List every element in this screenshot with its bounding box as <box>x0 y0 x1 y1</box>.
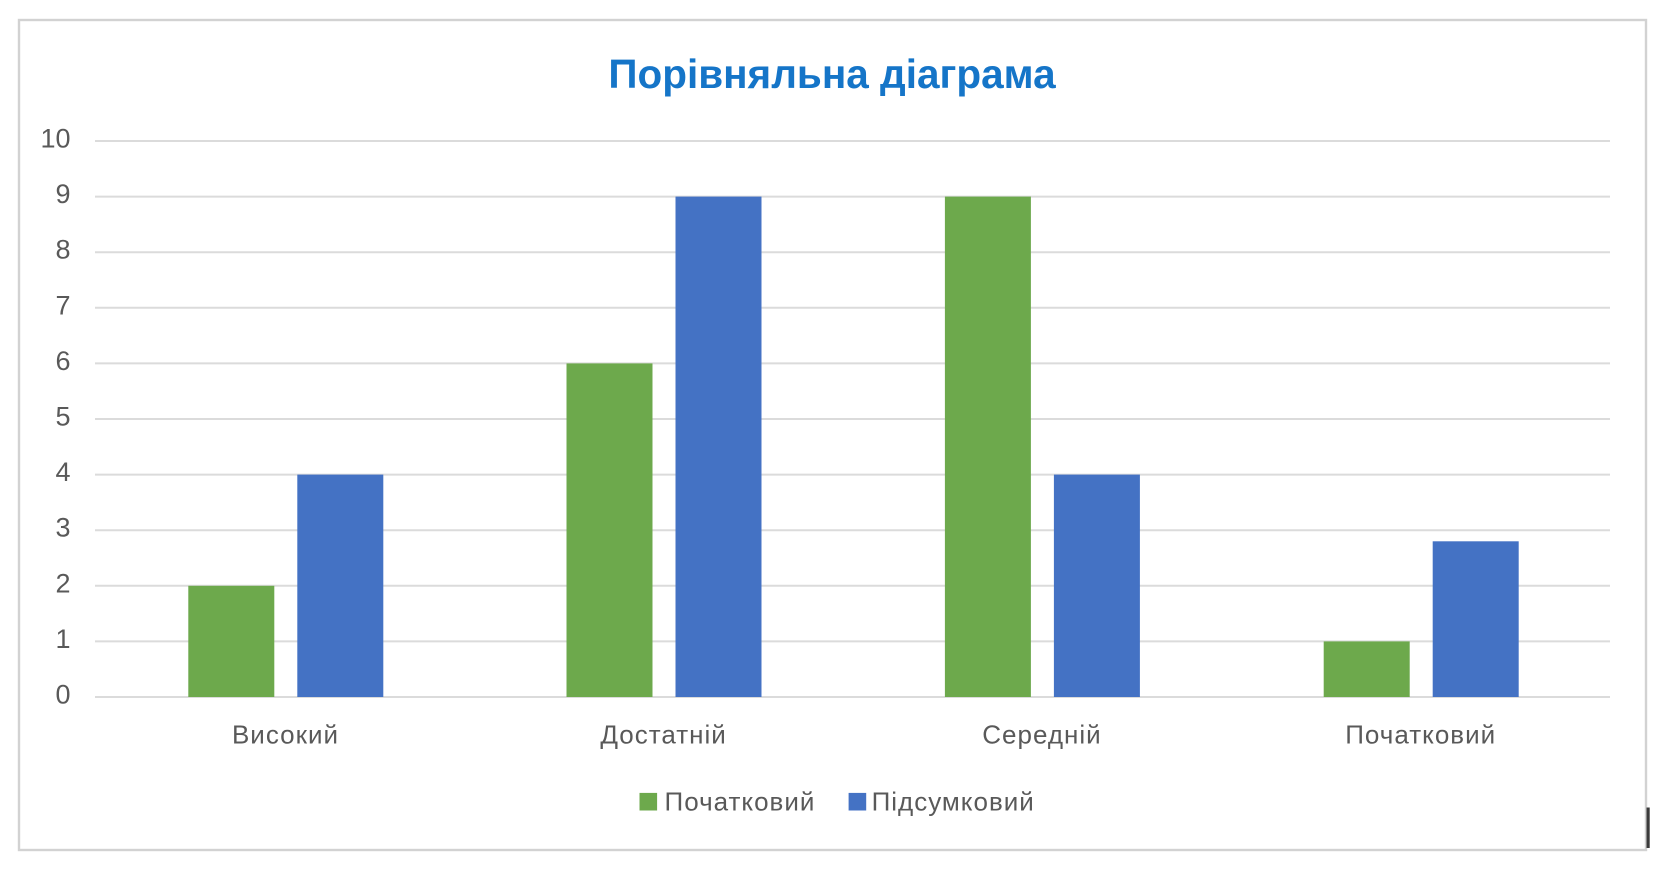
svg-text:7: 7 <box>55 290 70 320</box>
svg-text:10: 10 <box>40 124 70 154</box>
svg-text:Достатній: Достатній <box>600 720 726 750</box>
svg-text:Підсумковий: Підсумковий <box>872 787 1035 817</box>
svg-text:6: 6 <box>55 346 70 376</box>
svg-text:5: 5 <box>55 402 70 432</box>
svg-text:4: 4 <box>55 457 70 487</box>
svg-text:1: 1 <box>55 624 70 654</box>
svg-text:2: 2 <box>55 568 70 598</box>
svg-text:Середній: Середній <box>982 720 1101 750</box>
svg-text:Порівняльна діаграма: Порівняльна діаграма <box>608 51 1056 97</box>
svg-text:3: 3 <box>55 513 70 543</box>
svg-text:Початковий: Початковий <box>665 787 816 817</box>
svg-text:Високий: Високий <box>232 720 339 750</box>
svg-text:0: 0 <box>55 680 70 710</box>
svg-text:Початковий: Початковий <box>1345 720 1496 750</box>
svg-text:9: 9 <box>55 179 70 209</box>
svg-text:8: 8 <box>55 235 70 265</box>
